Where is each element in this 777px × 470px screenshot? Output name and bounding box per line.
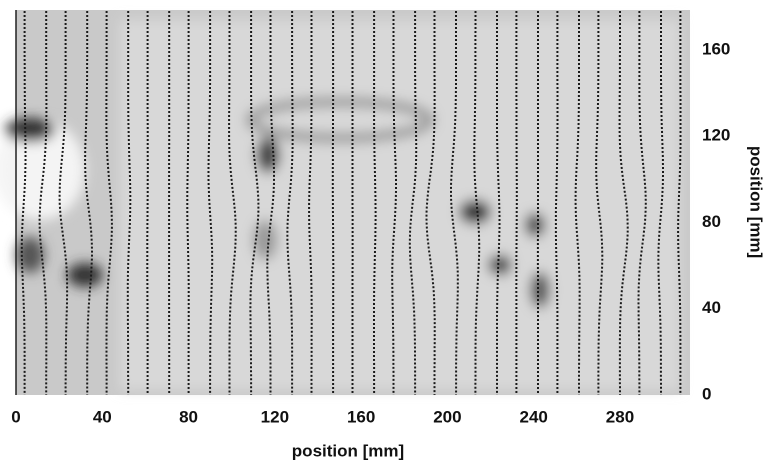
y-tick-label: 120	[702, 126, 730, 145]
x-tick-label: 0	[11, 407, 20, 426]
x-tick-label: 240	[520, 407, 548, 426]
x-tick-label: 80	[179, 407, 198, 426]
x-tick-label: 160	[347, 407, 375, 426]
y-tick-label: 160	[702, 39, 730, 58]
y-tick-label: 0	[702, 384, 711, 403]
x-tick-label: 280	[606, 407, 634, 426]
y-tick-label: 80	[702, 212, 721, 231]
y-axis-label: position [mm]	[747, 146, 766, 258]
y-tick-label: 40	[702, 298, 721, 317]
x-tick-label: 120	[261, 407, 289, 426]
x-tick-label: 200	[433, 407, 461, 426]
x-axis-label: position [mm]	[292, 441, 404, 460]
x-tick-label: 40	[93, 407, 112, 426]
